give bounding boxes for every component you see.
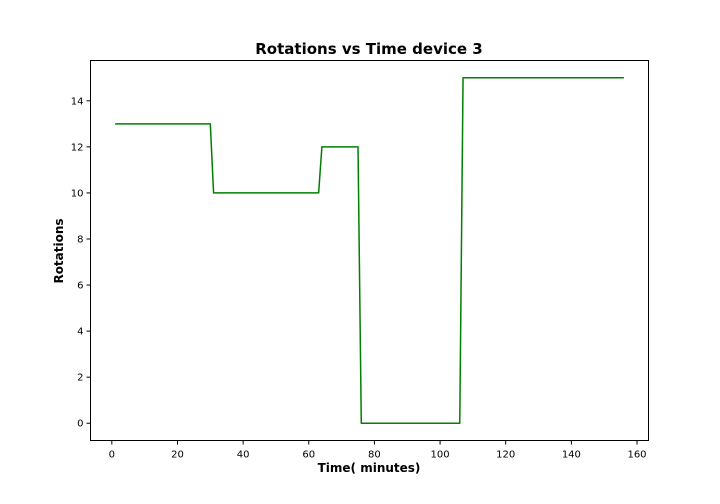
tick-layer: 0 20 40 60 80 100 120 140 160 0 2 4 6 8 10 12 14 <box>71 96 647 460</box>
x-tick-label: 100 <box>431 450 450 461</box>
x-tick-label: 60 <box>302 450 315 461</box>
series-layer <box>115 77 624 424</box>
x-tick-label: 0 <box>109 450 115 461</box>
x-axis-label: Time( minutes) <box>318 461 421 475</box>
x-tick-label: 80 <box>368 450 381 461</box>
y-tick-label: 0 <box>77 419 83 430</box>
series-line <box>115 77 624 424</box>
x-tick-label: 140 <box>562 450 581 461</box>
y-tick-label: 8 <box>77 234 83 245</box>
y-tick-label: 4 <box>77 327 83 338</box>
y-tick-label: 6 <box>77 281 83 292</box>
y-tick-label: 12 <box>71 142 84 153</box>
x-tick-label: 120 <box>496 450 515 461</box>
chart-title: Rotations vs Time device 3 <box>255 40 482 58</box>
y-axis-label: Rotations <box>52 218 66 283</box>
plot-frame <box>90 60 649 441</box>
y-tick-label: 14 <box>71 96 84 107</box>
y-tick-label: 10 <box>71 188 84 199</box>
y-tick-label: 2 <box>77 373 83 384</box>
x-tick-label: 20 <box>171 450 184 461</box>
x-tick-label: 160 <box>627 450 646 461</box>
x-tick-label: 40 <box>237 450 250 461</box>
